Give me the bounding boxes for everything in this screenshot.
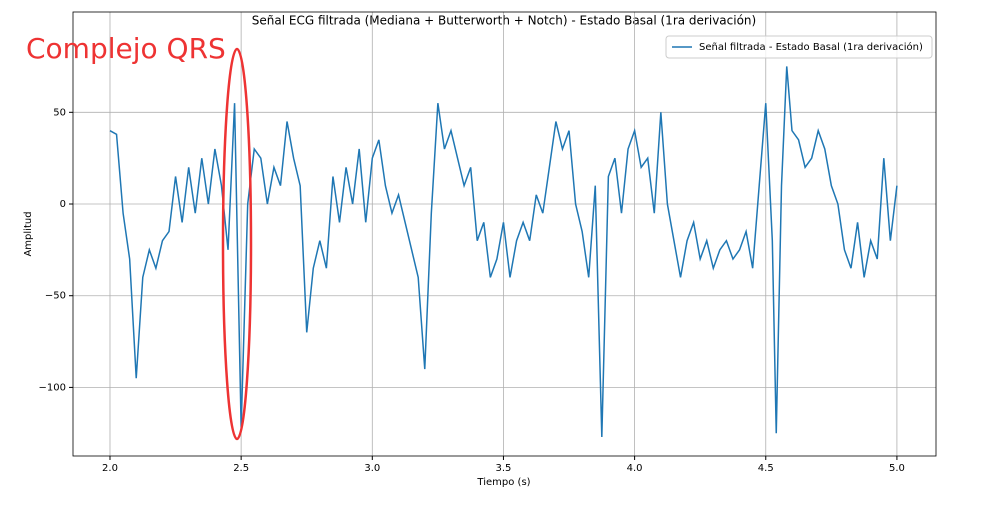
annotation-text: Complejo QRS	[26, 32, 226, 65]
legend-label: Señal filtrada - Estado Basal (1ra deriv…	[699, 41, 923, 53]
x-tick-label: 2.0	[102, 463, 118, 474]
y-tick-label: −50	[45, 291, 66, 302]
x-tick-label: 2.5	[233, 463, 249, 474]
x-axis-label: Tiempo (s)	[476, 477, 530, 488]
y-tick-label: 50	[53, 107, 66, 118]
x-tick-label: 4.5	[758, 463, 774, 474]
x-tick-label: 3.0	[364, 463, 380, 474]
x-tick-label: 3.5	[495, 463, 511, 474]
plot-frame	[72, 11, 937, 457]
y-tick-label: −100	[39, 382, 66, 393]
legend-box	[665, 35, 933, 59]
data-line	[109, 66, 898, 437]
y-axis-label: Amplitud	[23, 211, 34, 256]
chart-title: Señal ECG filtrada (Mediana + Butterwort…	[252, 14, 756, 28]
legend: Señal filtrada - Estado Basal (1ra deriv…	[665, 35, 933, 59]
annotation-ellipse	[221, 47, 253, 441]
x-tick-label: 4.0	[627, 463, 643, 474]
x-tick-label: 5.0	[889, 463, 905, 474]
y-tick-label: 0	[60, 199, 66, 210]
